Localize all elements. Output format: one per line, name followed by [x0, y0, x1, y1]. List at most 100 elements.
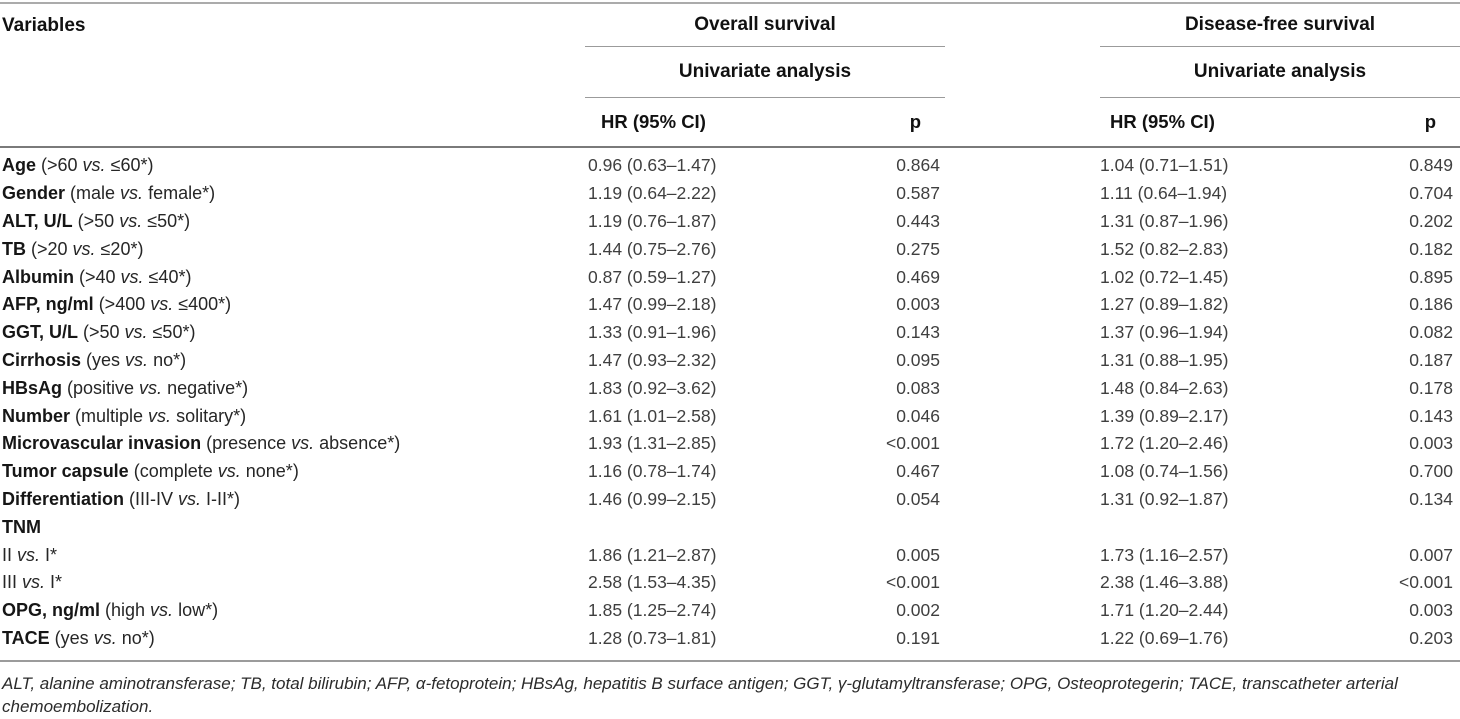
table-row: OPG, ng/ml (high vs. low*) 1.85 (1.25–2.… [0, 597, 1460, 625]
table-row: III vs. I* 2.58 (1.53–4.35) <0.001 2.38 … [0, 569, 1460, 597]
dfs-p-cell: 0.003 [1409, 600, 1453, 621]
table-row: GGT, U/L (>50 vs. ≤50*) 1.33 (0.91–1.96)… [0, 319, 1460, 347]
os-p-cell: 0.002 [896, 600, 940, 621]
variable-detail-post: no*) [116, 627, 155, 648]
variable-detail-post: ≤50*) [142, 210, 191, 231]
variable-cell: II vs. I* [0, 545, 585, 566]
variable-cell: Microvascular invasion (presence vs. abs… [0, 433, 585, 454]
os-p-cell: 0.046 [896, 405, 940, 426]
bottom-rule [0, 660, 1460, 663]
disease-free-survival-title: Disease-free survival [1184, 14, 1376, 35]
dfs-hr-cell: 1.08 (0.74–1.56) [1100, 461, 1229, 482]
os-p-cell: 0.864 [896, 155, 940, 176]
os-hr-cell: 1.44 (0.75–2.76) [588, 238, 717, 259]
variable-detail-pre: (positive [62, 377, 140, 398]
disease-free-survival-header: Disease-free survival [1100, 4, 1460, 47]
dfs-hr-cell: 1.48 (0.84–2.63) [1100, 377, 1229, 398]
dfs-hr-cell: 1.52 (0.82–2.83) [1100, 238, 1229, 259]
os-hr-cell: 1.19 (0.64–2.22) [588, 183, 717, 204]
disease-free-univariate-label: Univariate analysis [1193, 61, 1367, 82]
os-p-cell: 0.003 [896, 294, 940, 315]
variable-detail-pre: (yes [49, 627, 94, 648]
variable-cell: Gender (male vs. female*) [0, 183, 585, 204]
os-p-cell: 0.443 [896, 210, 940, 231]
variable-detail-pre: (>50 [78, 322, 125, 343]
os-hr-cell: 1.85 (1.25–2.74) [588, 600, 717, 621]
variable-cell: OPG, ng/ml (high vs. low*) [0, 600, 585, 621]
dfs-p-cell: 0.007 [1409, 544, 1453, 565]
variable-vs: vs. [124, 322, 148, 343]
dfs-hr-cell: 1.04 (0.71–1.51) [1100, 155, 1229, 176]
variable-detail-pre: (III-IV [124, 488, 179, 509]
variable-vs: vs. [150, 600, 174, 621]
dfs-p-cell: 0.143 [1409, 405, 1453, 426]
variable-detail-pre: (yes [81, 349, 126, 370]
table-body: Age (>60 vs. ≤60*) 0.96 (0.63–1.47) 0.86… [0, 148, 1460, 652]
variable-vs: vs. [22, 572, 46, 593]
variable-vs: vs. [120, 266, 144, 287]
variable-cell: TACE (yes vs. no*) [0, 628, 585, 649]
overall-survival-header: Overall survival [585, 4, 945, 47]
os-p-cell: <0.001 [885, 433, 940, 454]
dfs-hr-cell: 1.11 (0.64–1.94) [1100, 183, 1228, 204]
variable-name: Number [2, 405, 71, 426]
top-rule [0, 2, 1460, 4]
variable-detail-post: I* [45, 572, 63, 593]
variable-cell: Albumin (>40 vs. ≤40*) [0, 267, 585, 288]
variable-vs: vs. [139, 377, 163, 398]
overall-univariate-subheader: Univariate analysis [585, 47, 945, 98]
os-hr-cell: 0.96 (0.63–1.47) [588, 155, 717, 176]
os-hr-cell: 1.46 (0.99–2.15) [588, 488, 717, 509]
table-row: TNM [0, 513, 1460, 541]
os-hr-cell: 1.86 (1.21–2.87) [588, 544, 717, 565]
variable-cell: GGT, U/L (>50 vs. ≤50*) [0, 322, 585, 343]
variable-detail-pre: (>50 [72, 210, 120, 231]
dfs-hr-cell: 2.38 (1.46–3.88) [1100, 572, 1229, 593]
os-hr-cell: 1.61 (1.01–2.58) [588, 405, 717, 426]
dfs-p-cell: 0.895 [1409, 266, 1453, 287]
variable-detail-pre: (>60 [36, 155, 83, 176]
variable-name: TNM [2, 516, 41, 537]
os-p-cell: 0.005 [896, 544, 940, 565]
variable-name: Cirrhosis [2, 349, 82, 370]
variable-detail-post: solitary*) [171, 405, 247, 426]
variable-vs: vs. [72, 238, 96, 259]
variable-detail-pre: II [2, 544, 18, 565]
dfs-hr-cell: 1.71 (1.20–2.44) [1100, 600, 1229, 621]
variable-detail-post: ≤60*) [105, 155, 154, 176]
table-row: Cirrhosis (yes vs. no*) 1.47 (0.93–2.32)… [0, 347, 1460, 375]
dfs-p-cell: 0.003 [1409, 433, 1453, 454]
dfs-p-cell: 0.134 [1409, 488, 1453, 509]
dfs-p-cell: 0.082 [1409, 322, 1453, 343]
variable-detail-post: absence*) [314, 433, 401, 454]
variable-vs: vs. [119, 210, 143, 231]
variable-vs: vs. [17, 544, 41, 565]
variable-cell: TNM [0, 517, 585, 538]
variable-cell: Age (>60 vs. ≤60*) [0, 155, 585, 176]
variable-vs: vs. [125, 349, 149, 370]
table-row: Microvascular invasion (presence vs. abs… [0, 430, 1460, 458]
variable-detail-post: ≤400*) [173, 294, 232, 315]
variable-name: AFP, ng/ml [2, 294, 94, 315]
variable-name: GGT, U/L [2, 322, 78, 343]
variable-cell: HBsAg (positive vs. negative*) [0, 378, 585, 399]
table-row: Gender (male vs. female*) 1.19 (0.64–2.2… [0, 180, 1460, 208]
variable-vs: vs. [217, 461, 241, 482]
os-p-cell: 0.469 [896, 266, 940, 287]
os-p-cell: 0.587 [896, 183, 940, 204]
variable-cell: Number (multiple vs. solitary*) [0, 406, 585, 427]
variable-detail-post: female*) [143, 183, 216, 204]
table-row: Differentiation (III-IV vs. I-II*) 1.46 … [0, 486, 1460, 514]
table-row: Number (multiple vs. solitary*) 1.61 (1.… [0, 402, 1460, 430]
variable-name: OPG, ng/ml [2, 600, 101, 621]
os-hr-cell: 1.28 (0.73–1.81) [588, 627, 717, 648]
variable-detail-post: none*) [240, 461, 299, 482]
variable-detail-post: ≤40*) [143, 266, 192, 287]
os-hr-cell: 1.16 (0.78–1.74) [588, 461, 717, 482]
table-row: TACE (yes vs. no*) 1.28 (0.73–1.81) 0.19… [0, 625, 1460, 653]
table-footnote: ALT, alanine aminotransferase; TB, total… [2, 674, 1398, 717]
variable-detail-post: I-II*) [201, 488, 241, 509]
dfs-hr-cell: 1.37 (0.96–1.94) [1100, 322, 1229, 343]
os-hr-cell: 1.47 (0.93–2.32) [588, 349, 717, 370]
os-p-cell: 0.143 [896, 322, 940, 343]
